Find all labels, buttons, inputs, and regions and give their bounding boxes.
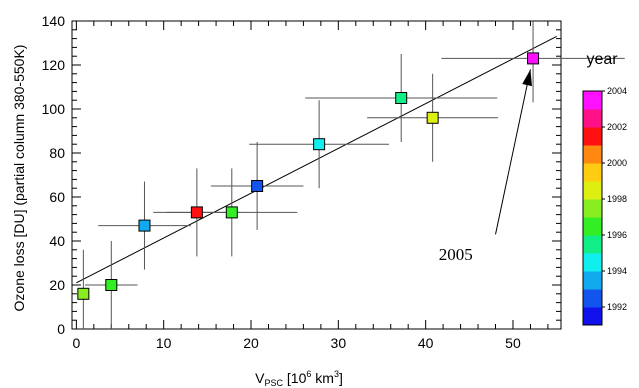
x-axis-label-unit-post: ] xyxy=(339,370,343,386)
data-point-1999 xyxy=(77,287,90,300)
colorbar-segment xyxy=(583,145,602,164)
colorbar-label: 1996 xyxy=(607,230,627,240)
colorbar-label: 1994 xyxy=(607,266,627,276)
colorbar-label: 1998 xyxy=(607,194,627,204)
y-tick-label: 20 xyxy=(49,277,65,293)
colorbar-segment xyxy=(583,181,602,200)
colorbar-segment xyxy=(583,271,602,290)
plot-area: 0 10 20 30 40 50 0 20 40 60 80 100 120 140 2005 xyxy=(42,13,625,351)
fit-line xyxy=(76,35,557,284)
y-tick-label: 60 xyxy=(49,189,65,205)
colorbar-segment xyxy=(583,217,602,236)
colorbar-segment xyxy=(583,307,602,326)
colorbar-label: 2004 xyxy=(607,86,627,96)
x-tick-label: 10 xyxy=(156,335,172,351)
y-tick-label: 40 xyxy=(49,233,65,249)
data-point-1994 xyxy=(138,219,151,232)
colorbar-segment xyxy=(583,235,602,254)
annotation-arrow-head xyxy=(522,69,533,87)
x-axis-label-var: V xyxy=(255,370,265,386)
colorbar-segment xyxy=(583,91,602,110)
data-point-1998 xyxy=(225,206,238,219)
data-point-2005 xyxy=(527,52,540,65)
x-axis-label-unit-exp1: 6 xyxy=(306,369,311,379)
x-axis-label-unit-pre: [10 xyxy=(283,370,307,386)
annotation-arrow-shaft xyxy=(495,69,531,235)
colorbar-segment xyxy=(583,253,602,272)
colorbar-label: 2000 xyxy=(607,158,627,168)
y-tick-label: 80 xyxy=(49,145,65,161)
y-tick-label: 0 xyxy=(57,321,65,337)
x-tick-label: 0 xyxy=(72,335,80,351)
y-tick-label: 120 xyxy=(42,57,66,73)
annotation-label: 2005 xyxy=(439,245,473,264)
data-point-1993 xyxy=(251,180,264,192)
colorbar-title: year xyxy=(586,51,618,68)
plot-frame xyxy=(71,20,562,330)
colorbar-frame xyxy=(582,90,603,326)
x-axis-label-unit-mid: km xyxy=(311,370,334,386)
colorbar-label: 1992 xyxy=(607,302,627,312)
y-tick-label: 140 xyxy=(42,13,66,29)
colorbar-label: 2002 xyxy=(607,122,627,132)
colorbar-segment xyxy=(583,199,602,218)
x-axis-label: VPSC [106 km3] xyxy=(255,369,343,388)
data-point-1996 xyxy=(395,92,408,104)
colorbar-segment xyxy=(583,127,602,146)
x-tick-label: 50 xyxy=(505,335,521,351)
x-tick-label: 40 xyxy=(418,335,434,351)
x-axis-label-sub: PSC xyxy=(264,378,283,388)
colorbar-segment xyxy=(583,289,602,308)
data-point-1998 xyxy=(105,279,118,291)
data-point-1995 xyxy=(313,138,326,151)
data-point-2003 xyxy=(190,206,203,219)
colorbar-segment xyxy=(583,109,602,128)
x-axis-label-unit-exp2: 3 xyxy=(334,369,339,379)
colorbar-segment xyxy=(583,163,602,182)
y-axis-label: Ozone loss [DU] (partial column 380-550K… xyxy=(11,45,27,312)
data-point-2000 xyxy=(426,111,439,124)
colorbar: 1992 1994 1996 1998 2000 2002 2004 xyxy=(582,86,627,326)
x-tick-label: 20 xyxy=(243,335,259,351)
x-tick-label: 30 xyxy=(331,335,347,351)
y-tick-label: 100 xyxy=(42,101,66,117)
